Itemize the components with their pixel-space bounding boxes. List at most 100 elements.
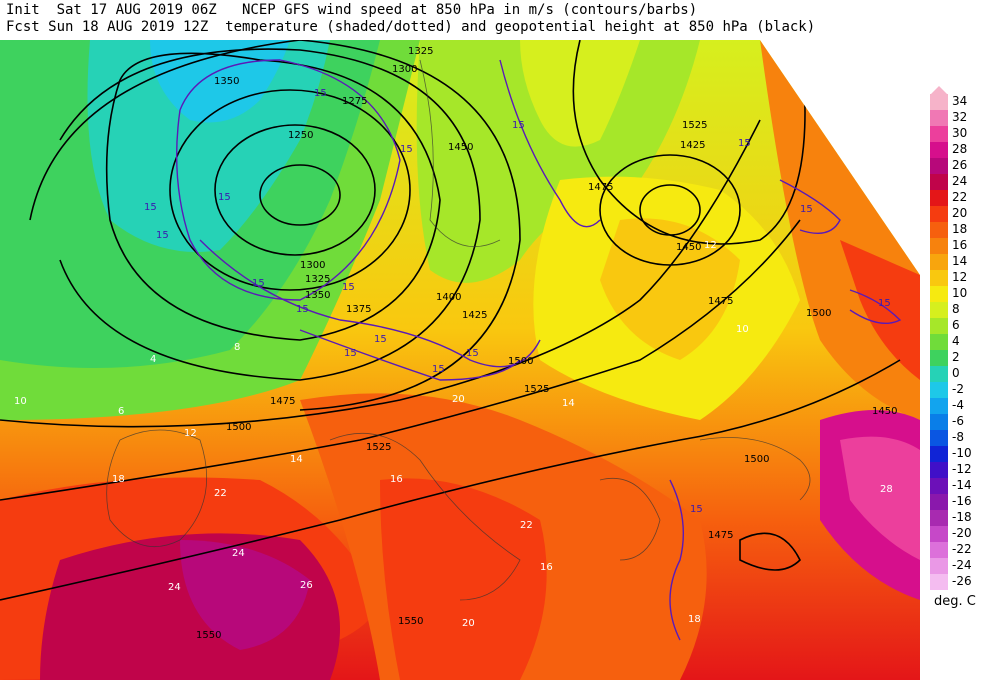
legend-row: -20 [928, 526, 1000, 542]
temp-label: 26 [300, 580, 313, 591]
legend-label: -10 [952, 446, 972, 460]
temp-label: 16 [540, 562, 553, 573]
legend-label: 18 [952, 222, 968, 236]
header-line-init: Init Sat 17 AUG 2019 06Z NCEP GFS wind s… [6, 2, 698, 18]
height-label: 1300 [300, 260, 325, 271]
legend-row: -6 [928, 414, 1000, 430]
height-label: 1450 [676, 242, 701, 253]
legend-label: -12 [952, 462, 972, 476]
legend-row: 34 [928, 94, 1000, 110]
temp-label: 16 [390, 474, 403, 485]
legend-row: 10 [928, 286, 1000, 302]
legend-label: 6 [952, 318, 960, 332]
wind-label: 15 [144, 202, 157, 213]
temp-label: 4 [150, 354, 156, 365]
legend-swatch [930, 526, 948, 542]
temp-label: 18 [688, 614, 701, 625]
wind-label: 15 [156, 230, 169, 241]
height-label: 1250 [288, 130, 313, 141]
legend-label: 30 [952, 126, 968, 140]
legend-label: 24 [952, 174, 968, 188]
legend-label: -4 [952, 398, 964, 412]
legend-swatch [930, 430, 948, 446]
temp-label: 12 [184, 428, 197, 439]
legend-swatch [930, 174, 948, 190]
legend-label: -6 [952, 414, 964, 428]
temp-label: 20 [452, 394, 465, 405]
height-label: 1475 [708, 530, 733, 541]
temp-label: 22 [520, 520, 533, 531]
temperature-labels: 4 6 8 10 12 14 16 18 20 22 24 26 28 10 1… [14, 240, 893, 629]
legend-row: -2 [928, 382, 1000, 398]
temp-label: 20 [462, 618, 475, 629]
legend-swatch [930, 158, 948, 174]
legend-swatch [930, 494, 948, 510]
temp-label: 14 [562, 398, 575, 409]
legend-label: 2 [952, 350, 960, 364]
height-label: 1375 [346, 304, 371, 315]
legend-row: 18 [928, 222, 1000, 238]
legend-label: 28 [952, 142, 968, 156]
legend-label: 4 [952, 334, 960, 348]
legend-label: 22 [952, 190, 968, 204]
height-label: 1525 [524, 384, 549, 395]
legend-label: 10 [952, 286, 968, 300]
coastlines [106, 59, 811, 601]
legend-row: -24 [928, 558, 1000, 574]
legend-row: 6 [928, 318, 1000, 334]
legend-label: -20 [952, 526, 972, 540]
height-label: 1500 [744, 454, 769, 465]
temp-label: 12 [704, 240, 717, 251]
legend-swatch [930, 382, 948, 398]
height-label: 1450 [872, 406, 897, 417]
wind-speed-contours [175, 59, 902, 641]
legend-label: 0 [952, 366, 960, 380]
temp-label: 6 [118, 406, 124, 417]
height-label: 1325 [408, 46, 433, 57]
legend-label: -24 [952, 558, 972, 572]
temperature-legend: 34 32 30 28 26 24 22 20 18 16 14 12 10 8 6 4 2 0 -2 -4 -6 -8-… [928, 86, 1000, 606]
legend-label: 34 [952, 94, 968, 108]
wind-label: 15 [466, 348, 479, 359]
height-label: 1500 [806, 308, 831, 319]
legend-label: 12 [952, 270, 968, 284]
height-label: 1325 [305, 274, 330, 285]
legend-swatch [930, 126, 948, 142]
legend-label: 16 [952, 238, 968, 252]
wind-label: 15 [314, 88, 327, 99]
legend-label: -8 [952, 430, 964, 444]
height-labels: 1325 1300 1350 1275 1250 1300 1325 1350 … [196, 46, 897, 641]
temperature-shading [0, 40, 920, 680]
legend-arrow-icon [930, 86, 948, 95]
height-label: 1525 [366, 442, 391, 453]
legend-row: -22 [928, 542, 1000, 558]
legend-row: 12 [928, 270, 1000, 286]
legend-row: -8 [928, 430, 1000, 446]
legend-swatch [930, 286, 948, 302]
legend-swatch [930, 334, 948, 350]
height-label: 1350 [305, 290, 330, 301]
legend-row: 2 [928, 350, 1000, 366]
legend-swatch [930, 398, 948, 414]
height-label: 1475 [708, 296, 733, 307]
legend-swatch [930, 574, 948, 590]
legend-row: -4 [928, 398, 1000, 414]
legend-row: -18 [928, 510, 1000, 526]
wind-label: 15 [400, 144, 413, 155]
height-label: 1475 [588, 182, 613, 193]
temp-label: 10 [14, 396, 27, 407]
legend-swatch [930, 558, 948, 574]
legend-swatch [930, 350, 948, 366]
height-label: 1500 [508, 356, 533, 367]
legend-row: 0 [928, 366, 1000, 382]
wind-label: 15 [342, 282, 355, 293]
legend-swatch [930, 446, 948, 462]
legend-label: -18 [952, 510, 972, 524]
height-label: 1400 [436, 292, 461, 303]
height-label: 1500 [226, 422, 251, 433]
legend-swatch [930, 270, 948, 286]
temp-label: 28 [880, 484, 893, 495]
legend-row: 14 [928, 254, 1000, 270]
weather-map: 1325 1300 1350 1275 1250 1300 1325 1350 … [0, 40, 920, 680]
temp-label: 8 [234, 342, 240, 353]
